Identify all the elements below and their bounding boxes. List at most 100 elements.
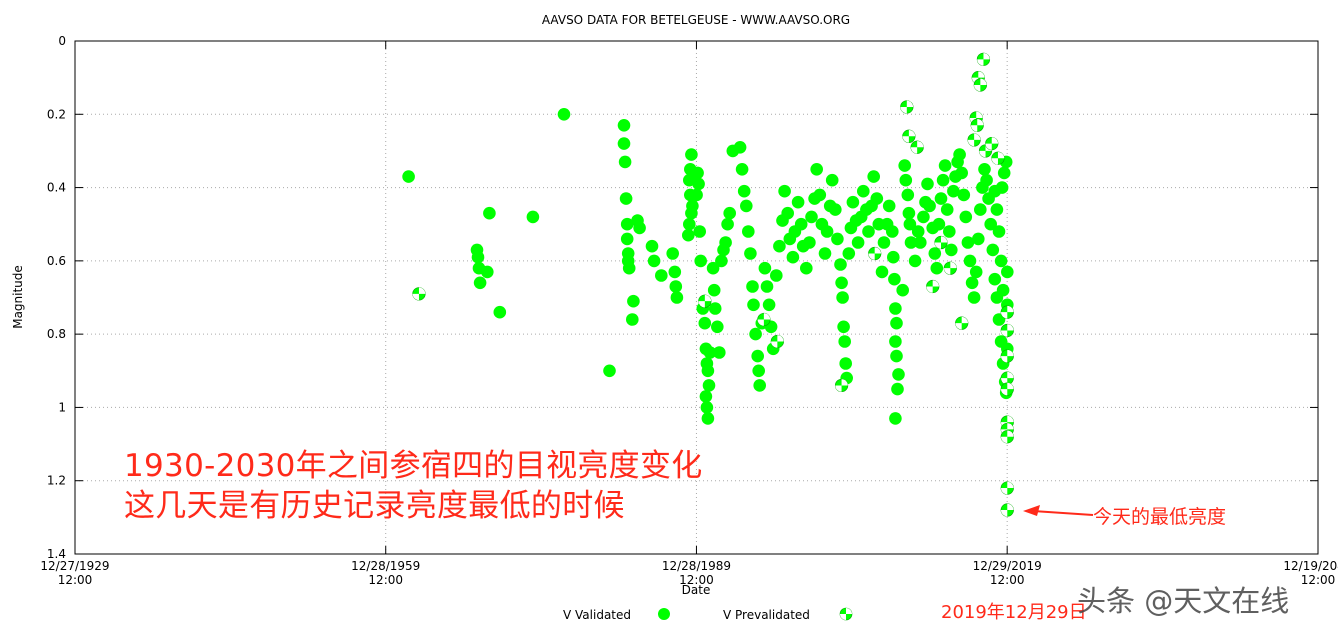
- point-validated: [692, 177, 705, 191]
- point-validated: [846, 195, 860, 209]
- point-validated: [791, 195, 805, 209]
- x-axis-label: Date: [682, 583, 711, 597]
- point-validated: [778, 184, 791, 198]
- point-validated: [928, 247, 942, 260]
- point-validated: [940, 203, 954, 216]
- point-validated: [914, 236, 927, 249]
- grid-lines: [75, 41, 1318, 554]
- point-validated: [889, 302, 902, 315]
- point-validated: [706, 261, 720, 275]
- point-validated: [870, 192, 884, 205]
- point-prevalidated: [934, 235, 948, 250]
- watermark: 头条 @天文在线: [1077, 584, 1290, 618]
- point-validated: [967, 291, 981, 304]
- point-validated: [889, 335, 902, 348]
- point-validated: [746, 280, 759, 293]
- point-validated: [655, 269, 668, 282]
- point-validated: [617, 137, 631, 150]
- x-tick-label: 12:00: [58, 573, 93, 587]
- point-validated: [622, 261, 636, 275]
- point-prevalidated: [770, 334, 784, 349]
- point-validated: [825, 173, 839, 187]
- point-prevalidated: [985, 137, 999, 151]
- point-validated: [682, 228, 695, 242]
- point-validated: [694, 254, 707, 268]
- point-validated: [903, 217, 917, 231]
- point-validated: [908, 254, 922, 268]
- point-prevalidated: [412, 287, 426, 301]
- y-tick-label: 1: [58, 400, 66, 414]
- point-validated: [701, 364, 715, 378]
- axis-ticks: 00.20.40.60.811.21.412/27/192912:0012/28…: [40, 34, 1338, 587]
- point-validated: [800, 261, 813, 275]
- point-validated: [851, 236, 865, 249]
- point-validated: [980, 173, 993, 187]
- legend-label-prevalidated: V Prevalidated: [723, 608, 810, 622]
- point-validated: [923, 199, 936, 213]
- point-validated: [619, 192, 633, 205]
- point-validated: [901, 188, 915, 202]
- point-validated: [805, 210, 818, 224]
- point-validated: [557, 108, 571, 121]
- y-tick-label: 1.4: [47, 547, 66, 561]
- point-validated: [896, 283, 909, 297]
- point-validated: [886, 225, 899, 238]
- point-validated: [972, 232, 985, 246]
- point-validated: [911, 225, 925, 238]
- point-prevalidated: [868, 246, 882, 261]
- point-validated: [978, 163, 991, 176]
- annotation-title-line1: 1930-2030年之间参宿四的目视亮度变化: [124, 448, 703, 484]
- point-validated: [701, 412, 715, 425]
- point-validated: [965, 276, 979, 290]
- legend: V Validated V Prevalidated: [563, 607, 853, 622]
- point-validated: [930, 261, 944, 275]
- x-tick-label: 12:00: [368, 573, 403, 587]
- point-prevalidated: [973, 78, 987, 92]
- point-validated: [762, 298, 776, 312]
- point-validated: [882, 199, 896, 213]
- point-validated: [669, 280, 683, 293]
- point-validated: [955, 166, 968, 180]
- point-validated: [647, 254, 661, 268]
- point-validated: [526, 210, 540, 224]
- point-validated: [620, 217, 634, 231]
- point-validated: [899, 173, 913, 187]
- point-validated: [749, 327, 762, 341]
- point-validated: [481, 265, 494, 279]
- x-tick-label: 12:00: [1301, 573, 1336, 587]
- point-validated: [723, 206, 736, 220]
- point-validated: [875, 265, 889, 279]
- y-tick-label: 0: [58, 34, 66, 48]
- point-validated: [969, 265, 983, 279]
- point-validated: [877, 236, 891, 249]
- arrow-annotation: [1023, 505, 1094, 516]
- point-validated: [892, 368, 905, 381]
- point-validated: [947, 184, 960, 198]
- point-validated: [713, 346, 726, 359]
- point-validated: [715, 254, 728, 268]
- point-validated: [997, 166, 1011, 180]
- point-validated: [963, 254, 977, 268]
- point-validated: [1001, 265, 1014, 279]
- point-validated: [932, 217, 946, 231]
- point-prevalidated: [970, 118, 984, 132]
- point-validated: [742, 225, 755, 238]
- point-prevalidated: [900, 100, 914, 114]
- point-validated: [836, 291, 849, 304]
- point-validated: [666, 247, 679, 260]
- point-validated: [917, 210, 930, 224]
- point-validated: [818, 247, 832, 260]
- point-validated: [645, 239, 659, 253]
- point-validated: [842, 247, 856, 260]
- point-prevalidated: [757, 312, 771, 327]
- point-prevalidated: [1000, 481, 1014, 495]
- point-validated: [786, 250, 800, 264]
- point-validated: [471, 250, 485, 264]
- point-validated: [838, 335, 851, 348]
- point-validated: [902, 206, 916, 220]
- point-prevalidated: [910, 140, 924, 154]
- point-validated: [794, 217, 808, 231]
- point-validated: [957, 188, 971, 202]
- point-validated: [683, 217, 696, 231]
- point-validated: [617, 119, 631, 132]
